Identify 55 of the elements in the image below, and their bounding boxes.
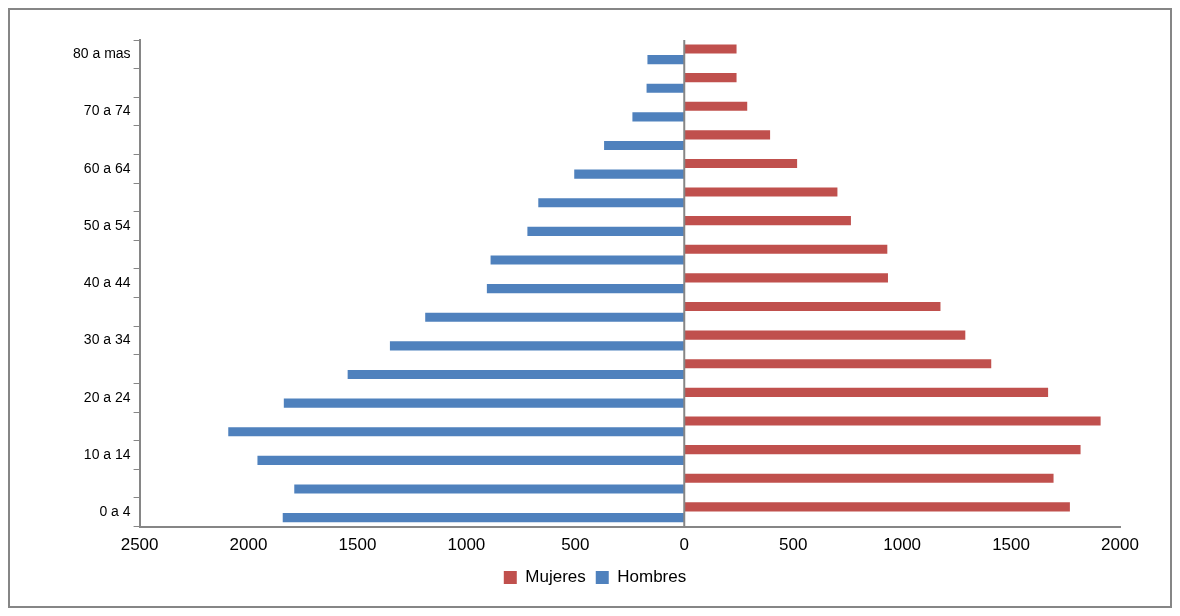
y-tick-label: 60 a 64 — [83, 159, 131, 176]
bar — [684, 387, 1049, 397]
bar — [486, 284, 685, 294]
y-tick-label: 40 a 44 — [83, 274, 131, 291]
y-tick-label: 20 a 24 — [83, 388, 131, 405]
bar — [647, 55, 685, 65]
bar — [646, 83, 685, 93]
x-tick-label: 2000 — [1101, 535, 1139, 555]
bar — [425, 312, 685, 322]
bar — [684, 187, 838, 197]
bar — [257, 455, 685, 465]
bar — [684, 302, 941, 312]
bar — [347, 369, 685, 380]
bar — [228, 427, 685, 437]
bar — [490, 255, 685, 265]
bar — [684, 330, 966, 340]
legend-label: Hombres — [617, 567, 687, 587]
bar — [684, 416, 1101, 426]
y-tick-label: 0 a 4 — [99, 503, 131, 520]
bar — [389, 341, 685, 351]
x-tick-label: 500 — [561, 535, 590, 555]
bar — [684, 158, 798, 168]
bar — [632, 112, 685, 122]
bar — [684, 359, 992, 369]
bar — [684, 445, 1081, 455]
y-tick-label: 30 a 34 — [83, 331, 131, 348]
bar — [684, 244, 888, 254]
bar — [684, 473, 1054, 483]
bar — [684, 101, 748, 111]
bar — [684, 273, 888, 283]
bar — [684, 502, 1070, 512]
bar — [282, 513, 685, 523]
legend-label: Mujeres — [525, 567, 586, 587]
bar — [684, 73, 737, 83]
y-tick-label: 10 a 14 — [83, 445, 131, 462]
x-tick-label: 1000 — [883, 535, 922, 555]
y-tick-label: 50 a 54 — [83, 216, 131, 233]
y-tick-label: 70 a 74 — [83, 102, 131, 119]
bar — [604, 140, 685, 151]
x-tick-label: 500 — [779, 535, 808, 555]
bar — [684, 130, 771, 140]
bar — [684, 44, 737, 54]
bar — [527, 226, 685, 236]
bar — [684, 216, 851, 226]
bar — [283, 398, 685, 408]
x-tick-label: 0 — [679, 535, 689, 555]
x-tick-label: 1000 — [447, 535, 486, 555]
x-tick-label: 2000 — [229, 535, 268, 555]
bar — [538, 198, 685, 208]
bar — [574, 169, 685, 179]
bar — [294, 484, 685, 494]
x-tick-label: 2500 — [120, 535, 159, 555]
x-tick-label: 1500 — [992, 535, 1030, 555]
y-tick-label: 80 a mas — [72, 45, 131, 62]
x-tick-label: 1500 — [338, 535, 377, 555]
